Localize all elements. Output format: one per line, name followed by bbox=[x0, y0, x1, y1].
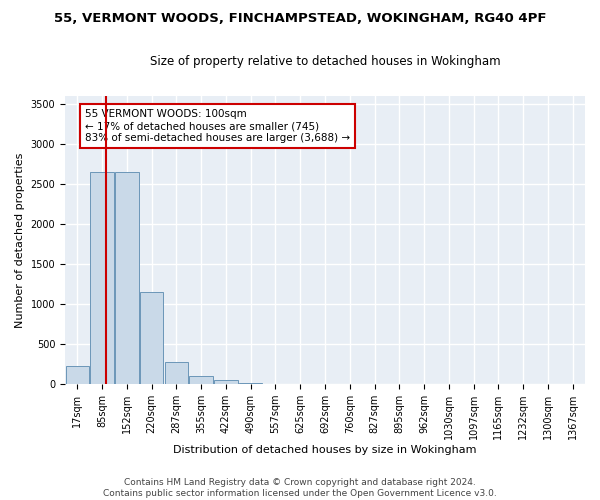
Bar bbox=[91, 172, 114, 384]
Text: 55 VERMONT WOODS: 100sqm
← 17% of detached houses are smaller (745)
83% of semi-: 55 VERMONT WOODS: 100sqm ← 17% of detach… bbox=[85, 110, 350, 142]
Y-axis label: Number of detached properties: Number of detached properties bbox=[15, 152, 25, 328]
Bar bbox=[140, 292, 163, 384]
Text: Contains HM Land Registry data © Crown copyright and database right 2024.
Contai: Contains HM Land Registry data © Crown c… bbox=[103, 478, 497, 498]
Bar bbox=[164, 362, 188, 384]
Title: Size of property relative to detached houses in Wokingham: Size of property relative to detached ho… bbox=[150, 55, 500, 68]
Text: 55, VERMONT WOODS, FINCHAMPSTEAD, WOKINGHAM, RG40 4PF: 55, VERMONT WOODS, FINCHAMPSTEAD, WOKING… bbox=[54, 12, 546, 26]
Bar bbox=[190, 376, 213, 384]
Bar bbox=[115, 172, 139, 384]
X-axis label: Distribution of detached houses by size in Wokingham: Distribution of detached houses by size … bbox=[173, 445, 477, 455]
Bar bbox=[214, 380, 238, 384]
Bar bbox=[65, 366, 89, 384]
Bar bbox=[239, 383, 262, 384]
